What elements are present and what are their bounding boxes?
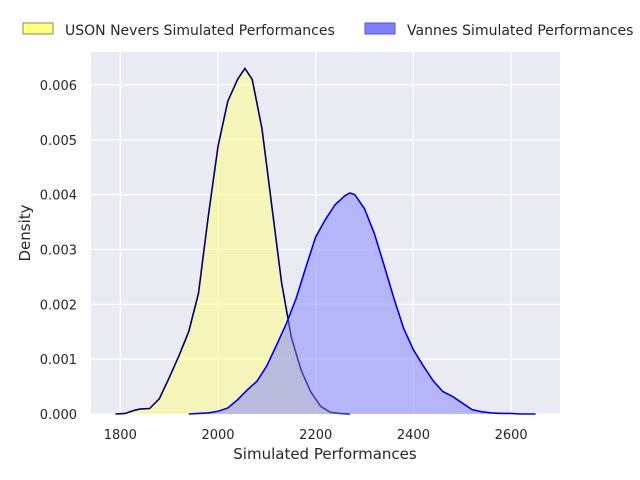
y-tick-label: 0.005 <box>40 134 77 149</box>
y-tick-label: 0.004 <box>40 189 77 204</box>
density-area-uson-nevers <box>115 68 350 414</box>
x-axis-label: Simulated Performances <box>233 445 417 463</box>
density-line-vannes <box>188 192 536 415</box>
y-tick-label: 0.002 <box>40 298 77 313</box>
x-tick-labels: 1800 2000 2200 2400 2600 <box>104 428 528 443</box>
legend-swatch-uson-nevers <box>22 22 54 35</box>
x-tick-label: 2400 <box>397 428 430 443</box>
y-axis-label: Density <box>16 204 34 261</box>
y-tick-label: 0.006 <box>40 79 77 94</box>
x-tick-label: 2600 <box>495 428 528 443</box>
legend-label-uson-nevers: USON Nevers Simulated Performances <box>65 23 335 39</box>
series-layer <box>115 67 536 415</box>
x-tick-label: 2200 <box>299 428 332 443</box>
y-tick-label: 0.000 <box>40 408 77 423</box>
y-tick-labels: 0.000 0.001 0.002 0.003 0.004 0.005 0.006 <box>40 79 77 423</box>
legend-swatch-vannes <box>364 22 396 35</box>
density-area-vannes <box>188 192 536 414</box>
legend: USON Nevers Simulated Performances Vanne… <box>22 22 633 39</box>
x-tick-label: 1800 <box>104 428 137 443</box>
y-tick-label: 0.001 <box>40 353 77 368</box>
legend-label-vannes: Vannes Simulated Performances <box>407 23 633 39</box>
x-tick-label: 2000 <box>201 428 234 443</box>
y-tick-label: 0.003 <box>40 243 77 258</box>
